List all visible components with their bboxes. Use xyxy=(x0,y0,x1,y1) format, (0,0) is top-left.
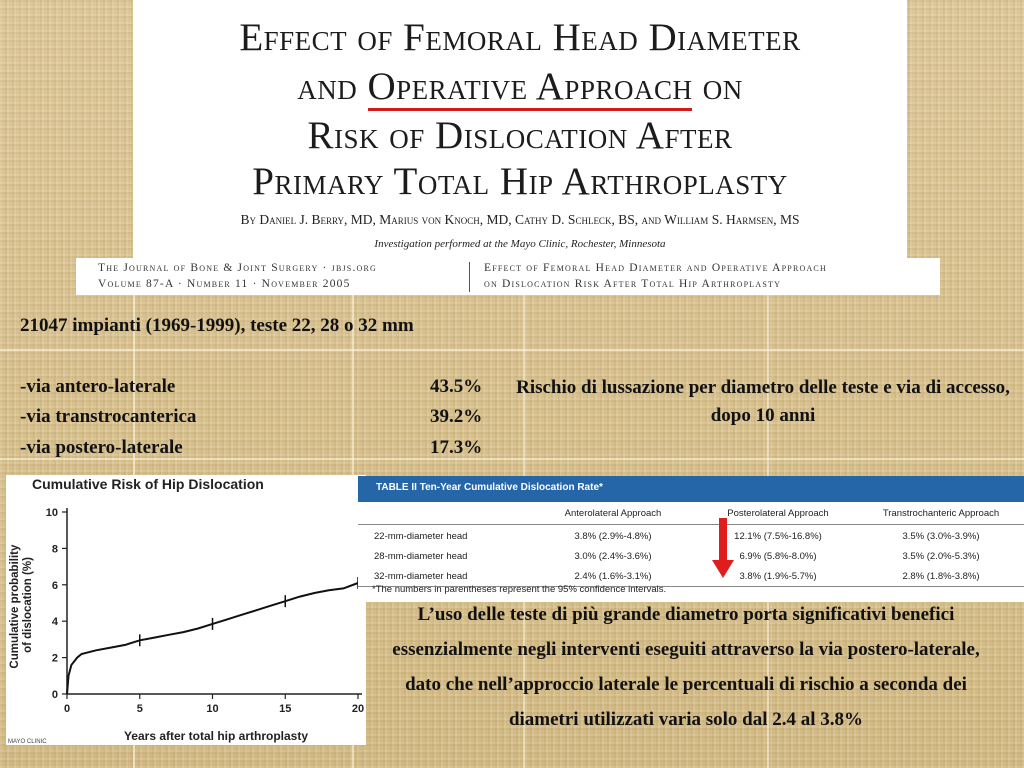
bg-grid-line xyxy=(0,349,1024,351)
paper-institution: Investigation performed at the Mayo Clin… xyxy=(374,238,666,250)
chart-title: Cumulative Risk of Hip Dislocation xyxy=(32,476,264,492)
journal-divider xyxy=(469,262,470,292)
series-line xyxy=(66,582,359,695)
table-row-label: 22-mm-diameter head xyxy=(374,530,468,542)
conclusion-text: L’uso delle teste di più grande diametro… xyxy=(392,604,980,730)
red-down-arrow-icon xyxy=(712,518,734,578)
implants-summary: 21047 impianti (1969-1999), teste 22, 28… xyxy=(20,315,414,336)
y-axis-label-line: Cumulative probability xyxy=(9,544,21,669)
x-tick-label: 15 xyxy=(279,703,291,715)
table-row-label: 28-mm-diameter head xyxy=(374,550,468,562)
x-tick-label: 10 xyxy=(206,703,218,715)
y-tick-label: 10 xyxy=(46,507,58,519)
journal-running-title-1: Effect of Femoral Head Diameter and Oper… xyxy=(484,262,827,274)
table-cell: 3.5% (2.0%-5.3%) xyxy=(902,550,980,562)
paper-title-line-3: Risk of Dislocation After xyxy=(307,114,733,157)
approach-label: -via antero-laterale xyxy=(20,376,176,397)
approach-percent: 43.5% xyxy=(430,376,483,397)
risk-table-caption: Rischio di lussazione per diametro delle… xyxy=(516,377,1010,426)
table-cell: 2.4% (1.6%-3.1%) xyxy=(528,566,698,587)
dislocation-rate-table: Anterolateral Approach Posterolateral Ap… xyxy=(358,502,1024,587)
table-cell: 3.5% (3.0%-3.9%) xyxy=(902,530,980,542)
approach-label: -via transtrocanterica xyxy=(20,406,197,427)
table-header-bar: TABLE II Ten-Year Cumulative Dislocation… xyxy=(358,476,1024,502)
y-axis-label: Cumulative probability of dislocation (%… xyxy=(9,541,34,668)
table-cell: 12.1% (7.5%-16.8%) xyxy=(734,530,822,542)
x-tick-label: 5 xyxy=(137,703,143,715)
table-cell: 3.8% (1.9%-5.7%) xyxy=(698,566,858,587)
y-axis-label-line: of dislocation (%) xyxy=(22,557,34,653)
approach-percent: 17.3% xyxy=(430,437,483,458)
table-row: 28-mm-diameter head 3.0% (2.4%-3.6%) 6.9… xyxy=(358,546,1024,566)
dislocation-chart: Cumulative Risk of Hip Dislocation 0 2 4 6 8… xyxy=(6,475,366,745)
y-tick-label: 8 xyxy=(52,543,58,555)
paper-title-line-2-post: on xyxy=(692,65,743,108)
table-column-header xyxy=(358,502,528,525)
bg-grid-line xyxy=(133,0,135,768)
table-row-label: 32-mm-diameter head xyxy=(358,566,528,587)
table-column-header: Transtrochanteric Approach xyxy=(858,502,1024,525)
y-tick-label: 0 xyxy=(52,689,58,701)
table-title: TABLE II Ten-Year Cumulative Dislocation… xyxy=(376,482,603,493)
table-column-header: Posterolateral Approach xyxy=(698,502,858,525)
x-axis-label: Years after total hip arthroplasty xyxy=(124,729,308,743)
mayo-clinic-logo: MAYO CLINIC xyxy=(8,739,47,745)
chart-svg: Cumulative Risk of Hip Dislocation 0 2 4 6 8… xyxy=(8,476,364,745)
table-header-row: Anterolateral Approach Posterolateral Ap… xyxy=(358,502,1024,525)
dislocation-rate-table-panel: TABLE II Ten-Year Cumulative Dislocation… xyxy=(358,476,1024,602)
table-row: 32-mm-diameter head 2.4% (1.6%-3.1%) 3.8… xyxy=(358,566,1024,587)
approach-percent: 39.2% xyxy=(430,406,483,427)
x-tick-label: 0 xyxy=(64,703,70,715)
y-tick-label: 4 xyxy=(52,616,59,628)
paper-title-line-4: Primary Total Hip Arthroplasty xyxy=(252,160,788,203)
operative-approach-highlight: Operative Approach xyxy=(367,65,693,111)
bg-grid-line xyxy=(767,0,769,768)
paper-title-line-1: Effect of Femoral Head Diameter xyxy=(239,16,801,59)
y-tick-label: 2 xyxy=(52,653,58,665)
journal-name: The Journal of Bone & Joint Surgery · jb… xyxy=(98,262,378,274)
bg-grid-line xyxy=(352,0,354,768)
table-cell: 6.9% (5.8%-8.0%) xyxy=(739,550,817,562)
journal-banner: The Journal of Bone & Joint Surgery · jb… xyxy=(76,258,940,295)
table-cell: 3.0% (2.4%-3.6%) xyxy=(574,550,652,562)
y-tick-label: 6 xyxy=(52,580,58,592)
bg-grid-line xyxy=(523,0,525,768)
table-row: 22-mm-diameter head 3.8% (2.9%-4.8%) 12.… xyxy=(358,525,1024,547)
paper-title-line-2-pre: and xyxy=(297,65,368,108)
x-tick-label: 20 xyxy=(352,703,364,715)
paper-title-line-2: and Operative Approach on xyxy=(133,65,907,111)
bg-grid-line xyxy=(0,458,1024,460)
paper-title-panel: Effect of Femoral Head Diameter and Oper… xyxy=(133,0,907,258)
journal-running-title-2: on Dislocation Risk After Total Hip Arth… xyxy=(484,278,782,290)
journal-volume: Volume 87-A · Number 11 · November 2005 xyxy=(98,278,351,290)
table-cell: 2.8% (1.8%-3.8%) xyxy=(858,566,1024,587)
table-footnote: *The numbers in parentheses represent th… xyxy=(372,584,667,595)
approach-label: -via postero-laterale xyxy=(20,437,183,458)
table-column-header: Anterolateral Approach xyxy=(528,502,698,525)
paper-authors: By Daniel J. Berry, MD, Marius von Knoch… xyxy=(240,212,800,227)
table-cell: 3.8% (2.9%-4.8%) xyxy=(574,530,652,542)
